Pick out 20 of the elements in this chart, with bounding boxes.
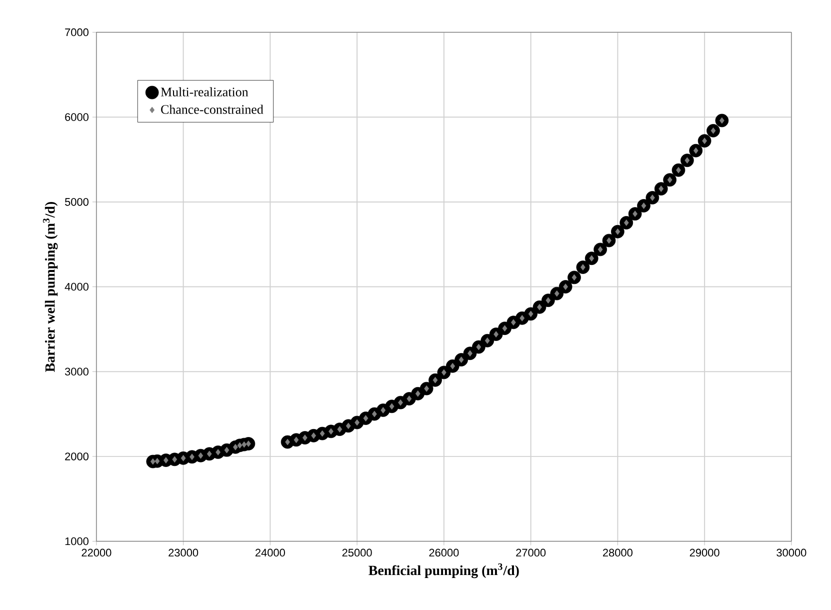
x-axis-title: Benficial pumping (m$^{3}$/d): [368, 563, 519, 578]
x-tick-label: 25000: [342, 548, 372, 557]
x-tick-label: 29000: [690, 548, 720, 557]
legend-label: Multi-realization: [160, 87, 248, 96]
y-tick-label: 7000: [65, 28, 88, 36]
y-tick-label: 3000: [64, 368, 88, 376]
x-tick-label: 22000: [82, 548, 112, 557]
y-tick-label: 6000: [65, 113, 88, 121]
x-tick-label: 26000: [429, 548, 459, 557]
x-tick-label: 28000: [602, 548, 632, 557]
x-tick-label: 23000: [168, 548, 198, 557]
y-axis-title: Barrier well pumping (m$^{3}$/d): [42, 202, 58, 372]
y-tick-label: 5000: [64, 198, 88, 206]
x-tick-label: 27000: [516, 548, 546, 557]
x-tick-label: 30000: [776, 548, 806, 557]
y-tick-label: 4000: [64, 282, 88, 291]
y-tick-label: 1000: [65, 537, 88, 546]
x-tick-label: 24000: [255, 548, 285, 557]
y-tick-label: 2000: [65, 452, 88, 460]
legend-label: Chance-constrained: [161, 104, 264, 114]
